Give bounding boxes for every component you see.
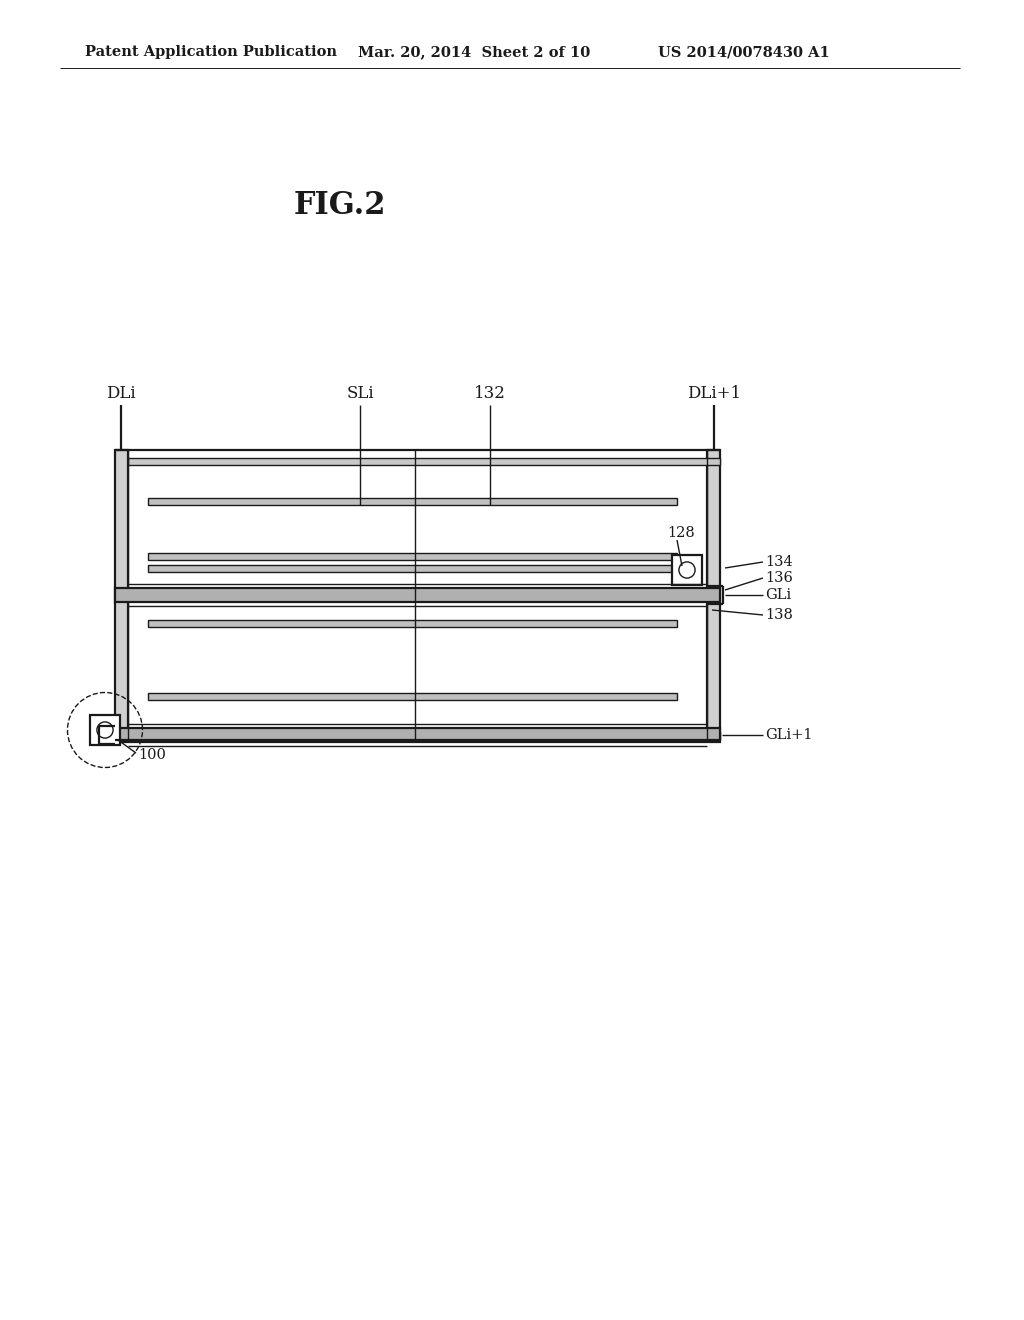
Text: 128: 128 (667, 525, 694, 540)
Text: Mar. 20, 2014  Sheet 2 of 10: Mar. 20, 2014 Sheet 2 of 10 (358, 45, 590, 59)
Circle shape (679, 562, 695, 578)
Circle shape (97, 722, 113, 738)
Text: DLi+1: DLi+1 (687, 385, 741, 403)
Text: US 2014/0078430 A1: US 2014/0078430 A1 (658, 45, 829, 59)
Text: Patent Application Publication: Patent Application Publication (85, 45, 337, 59)
Text: 136: 136 (765, 572, 793, 585)
Bar (148, 498, 677, 506)
Bar (148, 620, 677, 627)
Bar (672, 554, 702, 585)
Text: SLi: SLi (346, 385, 374, 403)
Text: FIG.2: FIG.2 (294, 190, 386, 220)
Text: GLi+1: GLi+1 (765, 729, 812, 742)
Bar (707, 450, 720, 741)
Text: GLi: GLi (765, 587, 792, 602)
Bar (128, 733, 720, 739)
Bar (90, 715, 120, 744)
Bar (115, 587, 720, 602)
Bar (148, 565, 677, 572)
Text: DLi: DLi (106, 385, 136, 403)
Text: 138: 138 (765, 609, 793, 622)
Text: 134: 134 (765, 554, 793, 569)
Bar (128, 458, 720, 465)
Bar (115, 729, 720, 742)
Text: 100: 100 (138, 748, 166, 762)
Bar (148, 693, 677, 700)
Bar (115, 450, 128, 741)
Bar (148, 553, 677, 560)
Text: 132: 132 (474, 385, 506, 403)
